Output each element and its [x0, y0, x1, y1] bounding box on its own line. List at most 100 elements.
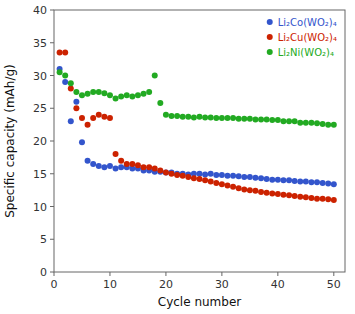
point	[85, 158, 91, 164]
point	[230, 184, 236, 190]
point	[163, 112, 169, 118]
point	[325, 122, 331, 128]
point	[157, 100, 163, 106]
point	[208, 171, 214, 177]
point	[163, 169, 169, 175]
legend-marker	[267, 34, 273, 40]
y-tick	[50, 206, 54, 207]
point	[280, 192, 286, 198]
point	[325, 181, 331, 187]
point	[73, 89, 79, 95]
point	[241, 186, 247, 192]
y-tick-label: 10	[33, 201, 47, 214]
legend-item: Li₂Ni(WO₂)₄	[267, 47, 334, 58]
point	[320, 121, 326, 127]
point	[258, 175, 264, 181]
points	[57, 50, 337, 203]
point	[280, 177, 286, 183]
point	[107, 163, 113, 169]
point	[264, 176, 270, 182]
x-axis-label: Cycle number	[158, 295, 242, 309]
point	[129, 161, 135, 167]
point	[101, 164, 107, 170]
point	[331, 181, 337, 187]
legend-item: Li₂Co(WO₂)₄	[267, 17, 337, 28]
point	[269, 177, 275, 183]
point	[68, 80, 74, 86]
point	[101, 114, 107, 120]
point	[275, 177, 281, 183]
point	[208, 179, 214, 185]
point	[236, 185, 242, 191]
point	[73, 105, 79, 111]
y-axis: 0510152025303540	[33, 4, 54, 279]
point	[303, 194, 309, 200]
legend-marker	[267, 49, 273, 55]
point	[241, 116, 247, 122]
x-tick-label: 30	[215, 278, 229, 291]
point	[280, 118, 286, 124]
point	[258, 189, 264, 195]
point	[185, 174, 191, 180]
point	[292, 178, 298, 184]
point	[286, 118, 292, 124]
y-tick-label: 30	[33, 70, 47, 83]
point	[224, 183, 230, 189]
point	[297, 194, 303, 200]
point	[241, 174, 247, 180]
point	[118, 158, 124, 164]
point	[264, 116, 270, 122]
point	[230, 173, 236, 179]
point	[286, 192, 292, 198]
point	[157, 167, 163, 173]
x-tick	[54, 272, 55, 276]
legend-label: Li₂Co(WO₂)₄	[278, 17, 337, 28]
point	[141, 91, 147, 97]
point	[90, 161, 96, 167]
x-tick-label: 10	[103, 278, 117, 291]
point	[124, 161, 130, 167]
point	[197, 171, 203, 177]
point	[107, 92, 113, 98]
point	[68, 118, 74, 124]
series	[57, 50, 337, 203]
point	[320, 196, 326, 202]
point	[252, 116, 258, 122]
point	[85, 122, 91, 128]
y-tick	[50, 75, 54, 76]
point	[174, 172, 180, 178]
series	[57, 66, 337, 187]
point	[247, 174, 253, 180]
point	[118, 164, 124, 170]
y-tick-label: 40	[33, 4, 47, 17]
point	[314, 196, 320, 202]
point	[135, 92, 141, 98]
point	[62, 73, 68, 79]
point	[146, 164, 152, 170]
x-tick	[277, 272, 278, 276]
point	[174, 113, 180, 119]
point	[169, 113, 175, 119]
point	[90, 89, 96, 95]
point	[113, 95, 119, 101]
point	[297, 179, 303, 185]
point	[96, 112, 102, 118]
point	[208, 114, 214, 120]
point	[90, 115, 96, 121]
chart-svg: 010203040500510152025303540Cycle numberS…	[0, 0, 355, 314]
x-tick	[109, 272, 110, 276]
y-tick	[50, 272, 54, 273]
point	[118, 93, 124, 99]
x-tick	[221, 272, 222, 276]
point	[331, 197, 337, 203]
point	[163, 169, 169, 175]
y-tick-label: 15	[33, 168, 47, 181]
point	[219, 115, 225, 121]
point	[62, 50, 68, 56]
point	[129, 93, 135, 99]
y-tick	[50, 141, 54, 142]
point	[252, 175, 258, 181]
y-tick-label: 5	[40, 233, 47, 246]
point	[308, 195, 314, 201]
y-tick-label: 25	[33, 102, 47, 115]
